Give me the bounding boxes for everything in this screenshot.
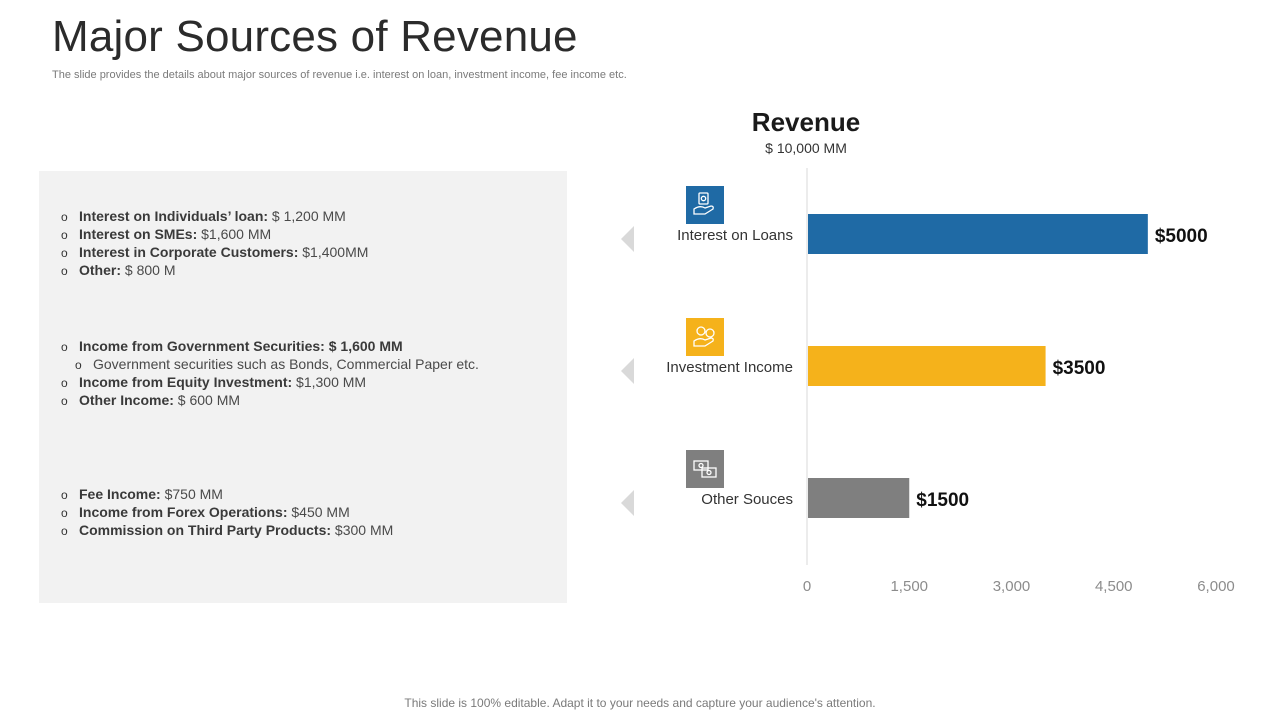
money-bills-icon <box>693 460 717 478</box>
data-label: $1500 <box>916 490 969 511</box>
other-sources-group: Fee Income: $750 MM Income from Forex Op… <box>59 485 559 540</box>
list-item: Other Income: $ 600 MM <box>59 391 559 410</box>
list-item: Commission on Third Party Products: $300… <box>59 521 559 540</box>
arrow-marker <box>621 226 634 252</box>
list-item: Income from Forex Operations: $450 MM <box>59 503 559 522</box>
chart-title: Revenue <box>751 107 861 137</box>
list-sub-item: Government securities such as Bonds, Com… <box>59 355 559 374</box>
money-hand-icon <box>693 192 714 215</box>
x-tick-label: 0 <box>803 578 811 595</box>
interest-income-group: Interest on Individuals’ loan: $ 1,200 M… <box>59 207 559 280</box>
chart-subtitle: $ 10,000 MM <box>765 140 847 156</box>
category-label: Interest on Loans <box>677 227 793 244</box>
x-tick-label: 1,500 <box>890 578 928 595</box>
bar <box>808 478 910 518</box>
list-item: Fee Income: $750 MM <box>59 485 559 504</box>
data-label: $3500 <box>1053 358 1106 379</box>
data-label: $5000 <box>1155 226 1208 247</box>
slide-subtitle: The slide provides the details about maj… <box>52 69 627 81</box>
footer-note: This slide is 100% editable. Adapt it to… <box>404 696 876 710</box>
coins-hand-icon <box>693 326 715 347</box>
list-item: Interest on Individuals’ loan: $ 1,200 M… <box>59 207 559 226</box>
list-item: Other: $ 800 M <box>59 261 559 280</box>
arrow-marker <box>621 490 634 516</box>
x-tick-label: 3,000 <box>993 578 1031 595</box>
money-hand-icon-bg <box>686 186 724 224</box>
category-label: Other Souces <box>701 491 793 508</box>
money-bills-icon-bg <box>686 450 724 488</box>
investment-income-group: Income from Government Securities: $ 1,6… <box>59 337 559 410</box>
list-item: Income from Equity Investment: $1,300 MM <box>59 373 559 392</box>
arrow-marker <box>621 358 634 384</box>
list-item: Interest in Corporate Customers: $1,400M… <box>59 243 559 262</box>
list-item: Income from Government Securities: $ 1,6… <box>59 337 559 356</box>
list-item: Interest on SMEs: $1,600 MM <box>59 225 559 244</box>
x-tick-label: 6,000 <box>1197 578 1235 595</box>
coins-hand-icon-bg <box>686 318 724 356</box>
bar <box>808 214 1148 254</box>
bar <box>808 346 1046 386</box>
x-tick-label: 4,500 <box>1095 578 1133 595</box>
slide-title: Major Sources of Revenue <box>52 12 578 61</box>
category-label: Investment Income <box>666 359 793 376</box>
details-panel: Interest on Individuals’ loan: $ 1,200 M… <box>39 171 567 603</box>
